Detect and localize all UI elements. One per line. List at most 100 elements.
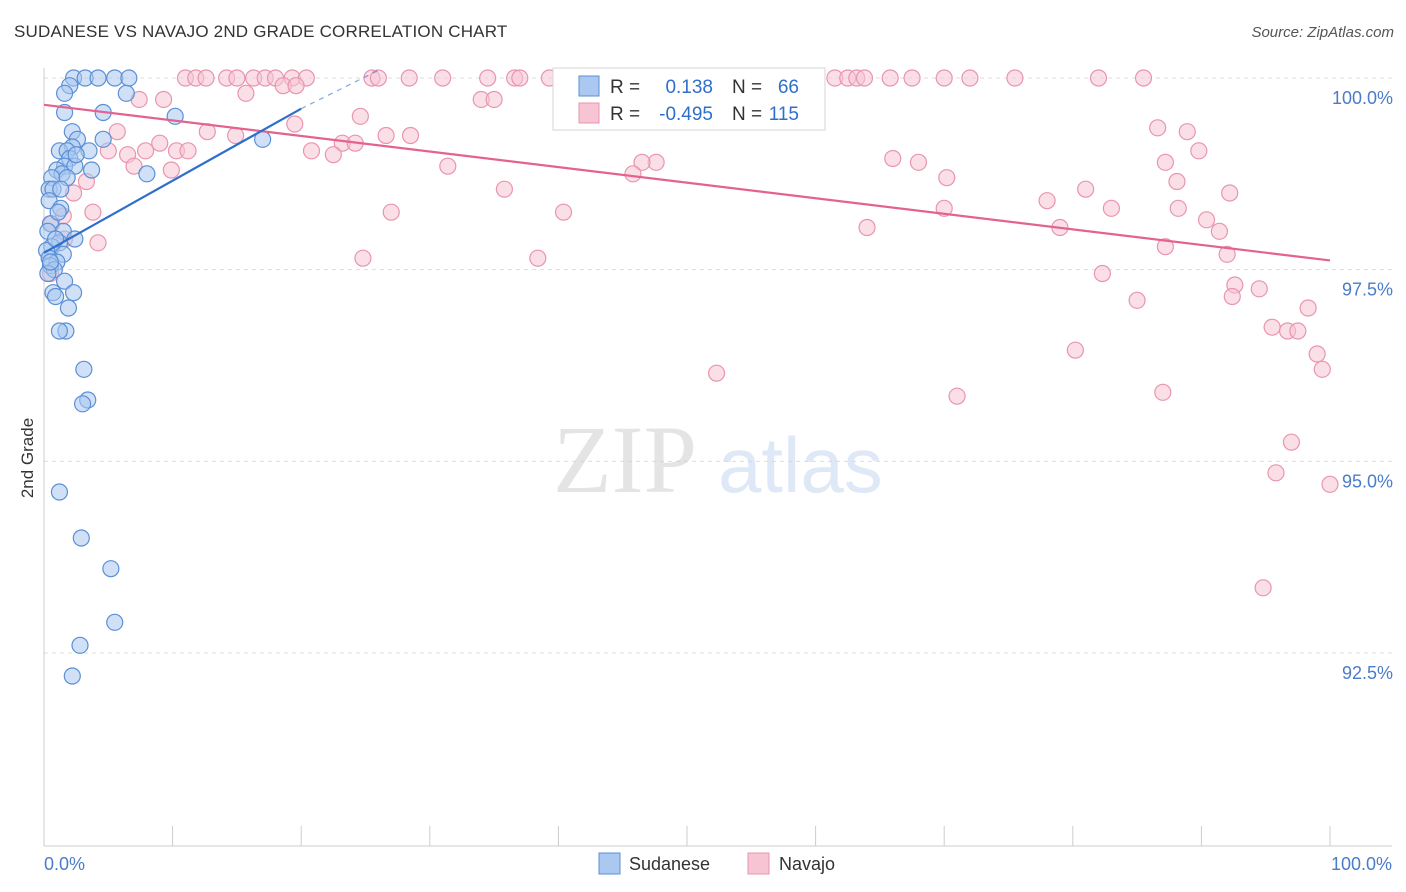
sudanese-point-49 xyxy=(46,287,65,306)
navajo-point-65 xyxy=(125,157,143,175)
sudanese-point-25 xyxy=(138,165,156,183)
navajo-point-105 xyxy=(1128,291,1146,309)
sudanese-point-58 xyxy=(102,560,120,578)
navajo-point-42 xyxy=(154,90,173,109)
sudanese-point-60 xyxy=(71,636,89,654)
navajo-point-96 xyxy=(1156,238,1174,256)
navajo-point-13 xyxy=(434,69,452,87)
navajo-point-74 xyxy=(1190,142,1208,160)
x-tick-label-min: 0.0% xyxy=(44,854,85,874)
stats-legend-r-label-sudanese: R = xyxy=(610,77,640,98)
chart-title: SUDANESE VS NAVAJO 2ND GRADE CORRELATION… xyxy=(14,22,508,41)
stats-legend-r-value-navajo: -0.495 xyxy=(659,104,713,125)
navajo-point-16 xyxy=(511,69,529,87)
x-ticks xyxy=(43,826,1331,846)
sudanese-point-4 xyxy=(120,69,138,87)
navajo-point-95 xyxy=(89,234,107,252)
navajo-point-11 xyxy=(369,69,387,87)
stats-legend-n-value-navajo: 115 xyxy=(769,104,799,125)
navajo-point-33 xyxy=(935,69,953,87)
navajo-point-50 xyxy=(377,126,395,145)
navajo-point-2 xyxy=(197,69,215,87)
sudanese-point-63 xyxy=(49,203,67,221)
sudanese-point-47 xyxy=(64,284,83,302)
navajo-point-78 xyxy=(495,180,513,198)
watermark-zip: ZIP xyxy=(553,406,697,513)
stats-legend-swatch-sudanese xyxy=(578,75,600,97)
legend-swatch-sudanese[interactable] xyxy=(598,852,621,875)
sudanese-point-52 xyxy=(50,322,69,340)
navajo-point-32 xyxy=(903,69,921,87)
navajo-point-64 xyxy=(439,157,457,175)
navajo-point-70 xyxy=(938,169,956,187)
navajo-point-119 xyxy=(1254,579,1272,597)
navajo-point-57 xyxy=(136,142,155,160)
navajo-point-109 xyxy=(1289,322,1307,340)
navajo-point-45 xyxy=(351,107,369,125)
navajo-point-75 xyxy=(1168,172,1186,191)
navajo-point-81 xyxy=(1077,180,1095,198)
navajo-point-72 xyxy=(1178,123,1196,141)
navajo-point-112 xyxy=(1313,360,1331,378)
navajo-point-54 xyxy=(151,134,169,152)
trend-layer xyxy=(43,69,1331,262)
sudanese-trendline-extension xyxy=(300,69,379,110)
sudanese-point-30 xyxy=(52,180,70,198)
sudanese-points xyxy=(37,69,272,685)
y-axis-title: 2nd Grade xyxy=(18,418,37,498)
navajo-point-100 xyxy=(1093,264,1111,283)
navajo-point-69 xyxy=(909,153,928,171)
navajo-point-84 xyxy=(382,203,400,221)
sudanese-point-53 xyxy=(75,360,93,378)
navajo-point-106 xyxy=(1299,299,1317,317)
sudanese-point-22 xyxy=(82,161,101,179)
navajo-point-91 xyxy=(1169,199,1187,217)
stats-legend-r-value-sudanese: 0.138 xyxy=(665,77,713,98)
y-tick-labels: 92.5% 95.0% 97.5% 100.0% xyxy=(1332,88,1393,683)
sudanese-point-56 xyxy=(50,483,69,501)
stats-legend-r-label-navajo: R = xyxy=(610,104,640,125)
y-tick-label-0: 92.5% xyxy=(1342,663,1393,683)
navajo-point-113 xyxy=(707,364,726,382)
navajo-point-14 xyxy=(479,69,497,87)
sudanese-point-7 xyxy=(117,84,135,102)
legend-label-sudanese[interactable]: Sudanese xyxy=(629,854,710,874)
navajo-point-30 xyxy=(855,69,874,87)
y-tick-label-1: 95.0% xyxy=(1342,471,1393,491)
stats-legend: R = 0.138 N = 66 R = -0.495 N = 115 xyxy=(552,67,826,131)
navajo-point-35 xyxy=(1006,69,1024,87)
navajo-point-73 xyxy=(1149,119,1167,137)
navajo-point-92 xyxy=(1197,211,1216,229)
navajo-point-44 xyxy=(485,90,503,109)
navajo-point-31 xyxy=(881,69,899,87)
navajo-point-104 xyxy=(1223,287,1241,306)
stats-legend-n-value-sudanese: 66 xyxy=(778,77,799,98)
legend-label-navajo[interactable]: Navajo xyxy=(779,854,835,874)
sudanese-point-57 xyxy=(72,529,90,547)
sudanese-point-62 xyxy=(41,253,60,271)
navajo-point-85 xyxy=(554,203,573,221)
navajo-point-111 xyxy=(1308,345,1326,363)
watermark-atlas: atlas xyxy=(718,421,883,509)
navajo-point-66 xyxy=(162,161,180,179)
navajo-point-93 xyxy=(1210,222,1229,240)
navajo-point-117 xyxy=(1267,464,1285,482)
navajo-point-55 xyxy=(302,142,321,160)
sudanese-point-55 xyxy=(73,395,92,413)
navajo-point-12 xyxy=(400,69,418,87)
navajo-trendline xyxy=(43,103,1331,262)
sudanese-point-50 xyxy=(59,299,78,317)
sudanese-point-61 xyxy=(63,667,81,685)
navajo-point-56 xyxy=(324,146,342,164)
legend-swatch-navajo[interactable] xyxy=(747,852,770,875)
navajo-point-39 xyxy=(287,77,305,95)
stats-legend-swatch-navajo xyxy=(578,102,600,124)
sudanese-point-46 xyxy=(55,272,74,290)
navajo-point-82 xyxy=(1102,199,1120,217)
navajo-point-63 xyxy=(633,153,651,171)
navajo-point-37 xyxy=(1134,69,1153,87)
navajo-points xyxy=(41,69,1339,597)
navajo-point-4 xyxy=(228,69,246,87)
navajo-point-99 xyxy=(1218,245,1236,263)
sudanese-trendline xyxy=(43,107,302,254)
